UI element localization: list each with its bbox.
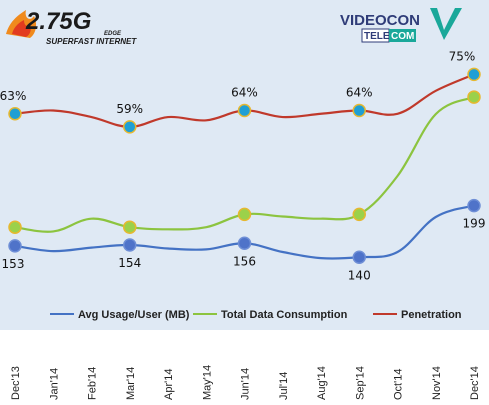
- point-avg-12: [467, 198, 481, 213]
- point-total-3: [123, 220, 137, 234]
- logo-tagline: SUPERFAST INTERNET: [46, 37, 137, 46]
- point-penetration-9: [352, 103, 366, 118]
- data-label-penetration-3: 59%: [116, 102, 143, 116]
- data-label-avg-12: 199: [463, 217, 486, 231]
- data-label-penetration-12: 75%: [449, 49, 476, 63]
- data-labels: 153 154 156 140 199 63% 59% 64% 64% 75%: [0, 49, 485, 282]
- data-label-avg-3: 154: [118, 256, 141, 270]
- x-tick-label-10: Oct'14: [393, 369, 405, 400]
- x-tick-label-8: Aug'14: [316, 366, 328, 400]
- x-tick-label-1: Jan'14: [48, 368, 60, 400]
- logo-videocon-word: VIDEOCON: [340, 12, 420, 29]
- point-penetration-6: [237, 103, 252, 118]
- x-tick-label-5: May'14: [201, 365, 213, 400]
- data-label-penetration-9: 64%: [346, 85, 373, 99]
- point-total-12: [467, 90, 481, 104]
- plot-background: [0, 0, 489, 330]
- flame-inner-icon: [12, 20, 31, 37]
- legend-label-penetration: Penetration: [401, 309, 462, 321]
- v-logo-icon: [430, 8, 462, 40]
- logo-edge-text: EDGE: [104, 31, 122, 37]
- x-tick-label-12: Dec'14: [469, 366, 481, 400]
- data-label-penetration-6: 64%: [231, 85, 258, 99]
- point-total-0: [8, 220, 22, 234]
- x-tick-label-9: Sep'14: [354, 366, 366, 400]
- logo-275g-text: 2.75G: [25, 8, 91, 35]
- data-label-avg-0: 153: [2, 257, 25, 271]
- point-penetration-0: [8, 107, 22, 121]
- point-total-6: [237, 207, 252, 222]
- logo-tele-text: TELE: [364, 31, 390, 42]
- x-tick-label-7: Jul'14: [278, 372, 290, 400]
- legend-label-avg: Avg Usage/User (MB): [78, 309, 190, 321]
- legend-label-total: Total Data Consumption: [221, 309, 348, 321]
- series-layer: [8, 67, 481, 264]
- data-label-avg-9: 140: [348, 268, 371, 282]
- logo-com-text: COM: [391, 31, 414, 42]
- x-tick-label-4: Apr'14: [163, 369, 175, 400]
- x-tick-label-0: Dec'13: [10, 366, 22, 400]
- x-tick-label-6: Jun'14: [240, 368, 252, 400]
- legend: Avg Usage/User (MB) Total Data Consumptio…: [50, 309, 462, 321]
- point-avg-3: [123, 238, 137, 252]
- logo-videocon: VIDEOCON TELE COM: [340, 8, 462, 43]
- point-penetration-12: [467, 67, 481, 82]
- x-axis: Dec'13 Jan'14 Feb'14 Mar'14 Apr'14 May'14 Jun'…: [10, 365, 481, 400]
- logo-275g: 2.75G EDGE SUPERFAST INTERNET: [6, 8, 137, 46]
- data-label-avg-6: 156: [233, 254, 256, 268]
- x-tick-label-11: Nov'14: [431, 366, 443, 400]
- point-total-9: [352, 207, 366, 222]
- point-penetration-3: [123, 120, 137, 134]
- point-avg-9: [352, 250, 366, 264]
- x-tick-label-2: Feb'14: [87, 367, 99, 400]
- logo-com-box: [389, 29, 416, 42]
- point-avg-0: [8, 239, 22, 253]
- x-tick-label-3: Mar'14: [125, 367, 137, 400]
- point-avg-6: [237, 236, 252, 250]
- data-label-penetration-0: 63%: [0, 89, 26, 103]
